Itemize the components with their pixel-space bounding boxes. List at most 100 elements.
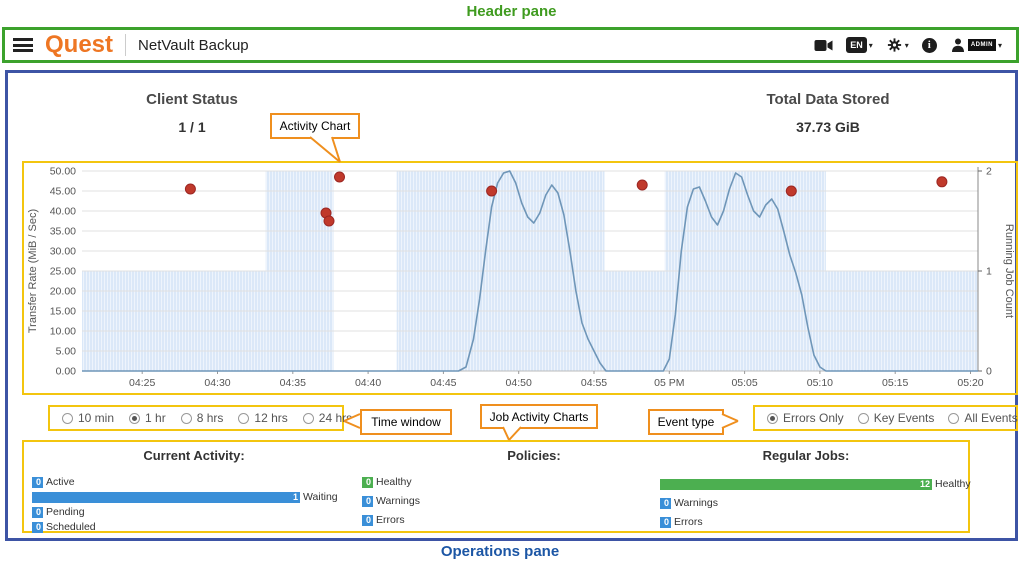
current-activity-title: Current Activity: [143,448,245,463]
radio-icon[interactable] [857,412,869,424]
event-type-option-all-events[interactable]: All Events [948,411,1018,425]
error-event-dot[interactable] [936,176,948,188]
job-bar-warnings[interactable]: 0 [660,497,671,509]
job-bar-row: 0 Errors [362,514,420,526]
job-bar-warnings[interactable]: 0 [362,495,373,507]
menu-icon[interactable] [13,38,33,52]
job-bar-healthy[interactable]: 12 [660,478,932,490]
total-data-summary: Total Data Stored 37.73 GiB [723,91,933,135]
job-bar-row: 0 Pending [32,506,338,518]
svg-text:45.00: 45.00 [50,186,76,198]
svg-text:40.00: 40.00 [50,206,76,218]
transfer-rate-line [82,170,978,372]
client-status-label: Client Status [146,91,238,108]
radio-icon[interactable] [238,412,250,424]
operations-pane: Client Status 1 / 1 Total Data Stored 37… [5,70,1018,541]
svg-text:04:25: 04:25 [129,377,155,389]
time-window-option-1-hr[interactable]: 1 hr [129,411,166,425]
job-bar-label: Healthy [376,476,412,488]
video-camera-icon[interactable] [814,39,833,52]
header-pane: Quest NetVault Backup EN ▾ [2,27,1019,63]
radio-icon[interactable] [767,412,778,424]
user-menu[interactable]: ADMIN ▾ [950,37,1002,53]
user-name-badge: ADMIN [967,39,996,51]
job-activity-panel: Current Activity: Policies: Regular Jobs… [22,440,971,536]
job-bar-label: Active [46,476,75,488]
radio-icon[interactable] [62,412,73,424]
job-bar-active[interactable]: 0 [32,476,43,488]
error-event-dot[interactable] [486,185,498,197]
job-bar-pending[interactable]: 0 [32,506,43,518]
language-selector[interactable]: EN ▾ [846,37,873,53]
svg-text:1: 1 [986,266,992,278]
job-bar-row: 12 Healthy [660,478,971,490]
job-bar-value: 0 [365,477,371,487]
svg-text:0: 0 [986,366,992,378]
error-event-dot[interactable] [323,215,335,227]
time-window-option-10-min[interactable]: 10 min [62,411,114,425]
job-bar-value: 0 [35,507,41,517]
job-bar-value: 0 [663,498,669,508]
job-bar-waiting[interactable]: 1 [32,491,300,503]
event-type-option-key-events[interactable]: Key Events [857,411,934,425]
header-toolbar: EN ▾ ▾ i [814,37,1002,53]
job-bar-label: Errors [376,514,405,526]
error-event-dot[interactable] [636,179,648,191]
job-bar-row: 0 Active [32,476,338,488]
job-bar-row: 0 Errors [660,516,971,528]
radio-icon[interactable] [180,412,192,424]
language-badge[interactable]: EN [846,37,867,53]
time-window-option-12-hrs[interactable]: 12 hrs [238,411,288,425]
tools-icon [886,37,903,53]
svg-text:20.00: 20.00 [50,286,76,298]
user-icon [950,37,966,53]
event-type-option-errors-only[interactable]: Errors Only [767,411,844,425]
svg-text:04:40: 04:40 [355,377,381,389]
job-bar-errors[interactable]: 0 [362,514,373,526]
radio-label: 8 hrs [196,411,224,425]
event-type-callout: Event type [648,409,724,435]
activity-chart[interactable]: 0.00 5.00 10.00 15.00 20.00 25.00 30.00 35.00 40… [24,163,1016,393]
total-data-value: 37.73 GiB [796,119,860,135]
error-event-dot[interactable] [184,183,196,195]
error-event-dot[interactable] [785,185,797,197]
error-event-dot[interactable] [334,171,345,183]
job-bar-label: Scheduled [46,521,96,533]
radio-label: All Events [964,411,1018,425]
job-bar-label: Warnings [674,497,718,509]
job-bar-row: 0 Warnings [660,497,971,509]
radio-label: 12 hrs [254,411,288,425]
job-bar-row: 0 Scheduled [32,521,338,533]
info-icon[interactable]: i [921,37,937,53]
svg-text:Running Job Count: Running Job Count [1003,224,1015,318]
tools-menu[interactable]: ▾ [886,37,909,53]
job-bar-row: 0 Healthy [362,476,420,488]
svg-text:35.00: 35.00 [50,226,76,238]
radio-icon[interactable] [948,412,960,424]
job-bar-label: Waiting [303,491,338,503]
job-bar-label: Errors [674,516,703,528]
time-window-option-8-hrs[interactable]: 8 hrs [180,411,224,425]
svg-text:04:35: 04:35 [280,377,306,389]
svg-text:30.00: 30.00 [50,246,76,258]
activity-chart-panel: 0.00 5.00 10.00 15.00 20.00 25.00 30.00 35.00 40… [22,161,1018,395]
job-bar-value: 0 [35,477,41,487]
radio-icon[interactable] [302,412,314,424]
svg-text:05 PM: 05 PM [654,377,684,389]
job-bar-value: 0 [663,517,669,527]
job-bar-label: Warnings [376,495,420,507]
job-bar-errors[interactable]: 0 [660,516,671,528]
job-bar-scheduled[interactable]: 0 [32,521,43,533]
svg-text:04:55: 04:55 [581,377,607,389]
job-bar-row: 1 Waiting [32,491,338,503]
quest-logo[interactable]: Quest [45,31,114,58]
radio-label: 1 hr [145,411,166,425]
time-window-callout-tail [343,413,361,429]
job-bar-healthy[interactable]: 0 [362,476,373,488]
radio-icon[interactable] [129,412,141,424]
time-window-callout: Time window [360,409,452,435]
client-status-value: 1 / 1 [178,119,206,135]
chevron-down-icon: ▾ [997,40,1002,50]
svg-text:05:10: 05:10 [807,377,833,389]
current-activity-chart: 0 Active 1 Waiting 0 Pending 0 Scheduled [32,476,338,536]
